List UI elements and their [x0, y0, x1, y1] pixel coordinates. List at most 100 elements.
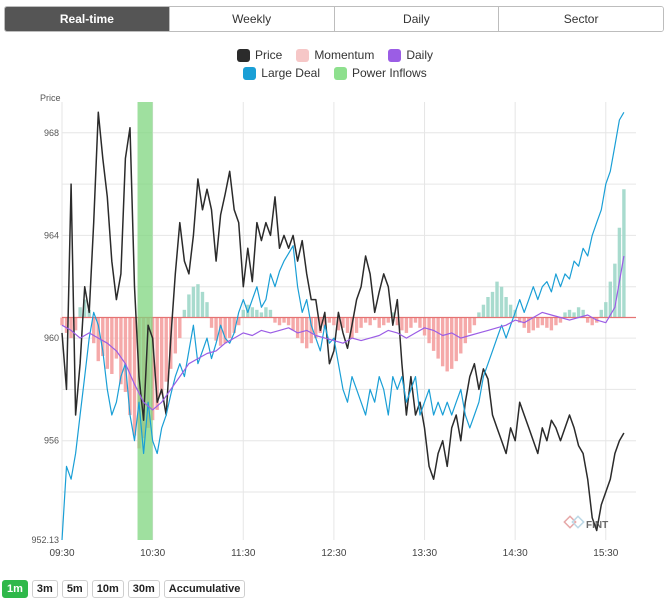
- momentum-bar: [341, 317, 345, 328]
- legend-item-price[interactable]: Price: [236, 48, 283, 62]
- momentum-bar: [69, 317, 73, 339]
- power-inflows-band: [137, 102, 153, 540]
- x-tick-label-10-30: 10:30: [140, 548, 165, 559]
- series-line-daily: [61, 255, 625, 411]
- momentum-bar: [268, 309, 273, 318]
- interval-10m[interactable]: 10m: [91, 580, 124, 598]
- momentum-bar: [440, 317, 445, 367]
- momentum-bar: [264, 307, 268, 318]
- momentum-bar: [409, 317, 413, 328]
- momentum-bar: [549, 317, 554, 331]
- momentum-bar: [572, 312, 576, 318]
- momentum-bar: [327, 317, 332, 323]
- momentum-bar: [372, 317, 377, 321]
- momentum-bar: [477, 312, 481, 318]
- legend-item-large-deal[interactable]: Large Deal: [243, 66, 320, 80]
- legend-label-price: Price: [254, 48, 283, 62]
- y-tick-label-964: 964: [44, 230, 59, 240]
- momentum-bar: [454, 317, 458, 362]
- legend-label-large-deal: Large Deal: [261, 66, 320, 80]
- x-tick-label-13-30: 13:30: [412, 548, 437, 559]
- legend-swatch-power-inflows: [334, 66, 347, 80]
- momentum-bar: [558, 317, 563, 323]
- momentum-bar: [87, 309, 91, 318]
- x-tick-label-15-30: 15:30: [593, 548, 618, 559]
- momentum-bar: [354, 317, 359, 333]
- momentum-bar: [282, 317, 286, 323]
- momentum-bar: [255, 309, 259, 318]
- watermark-icon: [571, 515, 585, 529]
- tab-daily[interactable]: Daily: [333, 7, 499, 31]
- momentum-bar: [472, 317, 477, 326]
- momentum-bar: [377, 317, 381, 328]
- interval-accumulative[interactable]: Accumulative: [163, 580, 246, 598]
- interval-1m[interactable]: 1m: [2, 580, 28, 598]
- momentum-bar: [400, 317, 404, 331]
- y-tick-label-960: 960: [44, 333, 59, 343]
- tab-real-time[interactable]: Real-time: [5, 7, 169, 31]
- momentum-bar: [468, 317, 472, 333]
- momentum-bar: [382, 317, 386, 326]
- interval-5m[interactable]: 5m: [61, 580, 88, 598]
- momentum-bar: [527, 317, 531, 333]
- legend-item-power-inflows[interactable]: Power Inflows: [334, 66, 427, 80]
- legend-item-momentum[interactable]: Momentum: [296, 48, 374, 62]
- price-chart[interactable]: Price 968 964 960 956 952.13 09:30 10:30 11:30 12…: [0, 92, 670, 572]
- y-min-label: 952.13: [31, 535, 59, 545]
- tab-sector[interactable]: Sector: [498, 7, 663, 31]
- momentum-bar: [336, 317, 341, 331]
- momentum-bar: [196, 284, 200, 318]
- momentum-bar: [323, 317, 327, 328]
- momentum-bar: [540, 317, 545, 326]
- momentum-bar: [214, 317, 218, 341]
- legend-item-daily[interactable]: Daily: [388, 48, 433, 62]
- momentum-bar: [486, 297, 490, 318]
- momentum-bar: [114, 317, 119, 359]
- momentum-bar: [273, 317, 277, 323]
- momentum-bar: [363, 317, 368, 323]
- momentum-bar: [481, 304, 486, 318]
- momentum-bar: [590, 317, 594, 326]
- momentum-bar: [191, 286, 196, 318]
- watermark-logo: FINT: [586, 520, 608, 531]
- momentum-bar: [332, 317, 336, 326]
- momentum-bar: [182, 309, 187, 318]
- momentum-bar: [132, 317, 137, 436]
- momentum-bar: [223, 317, 227, 344]
- x-tick-label-12-30: 12:30: [321, 548, 346, 559]
- momentum-bar: [110, 317, 114, 374]
- momentum-bar: [277, 317, 282, 326]
- momentum-bar: [286, 317, 291, 326]
- series-line-large-deal: [61, 111, 625, 541]
- momentum-bar: [200, 291, 205, 318]
- legend-swatch-daily: [388, 48, 402, 62]
- momentum-bar: [73, 317, 78, 331]
- momentum-bar: [123, 317, 128, 392]
- legend-row-2: Large Deal Power Inflows: [0, 66, 670, 80]
- momentum-bar: [128, 317, 132, 416]
- tab-weekly[interactable]: Weekly: [168, 7, 334, 31]
- momentum-bar: [232, 317, 236, 333]
- legend-label-daily: Daily: [406, 48, 434, 62]
- momentum-bar: [92, 317, 96, 344]
- momentum-bar: [155, 317, 159, 410]
- momentum-bar: [495, 281, 499, 318]
- momentum-bar: [504, 297, 508, 318]
- legend-label-power-inflows: Power Inflows: [352, 66, 427, 80]
- momentum-bar: [64, 317, 69, 333]
- momentum-bar: [576, 307, 581, 318]
- x-tick-label-11-30: 11:30: [231, 548, 256, 559]
- momentum-bar: [463, 317, 468, 344]
- y-tick-label-956: 956: [44, 436, 59, 446]
- momentum-bar: [300, 317, 304, 344]
- interval-30m[interactable]: 30m: [127, 580, 160, 598]
- momentum-bar: [445, 317, 449, 372]
- series-line-price: [61, 111, 625, 532]
- momentum-bar: [567, 309, 572, 318]
- interval-3m[interactable]: 3m: [31, 580, 58, 598]
- x-tick-label-09-30: 09:30: [49, 548, 74, 559]
- momentum-bar: [173, 317, 177, 354]
- watermark-icon: [563, 515, 577, 529]
- legend-row-1: Price Momentum Daily: [0, 48, 670, 62]
- momentum-bar: [490, 291, 495, 318]
